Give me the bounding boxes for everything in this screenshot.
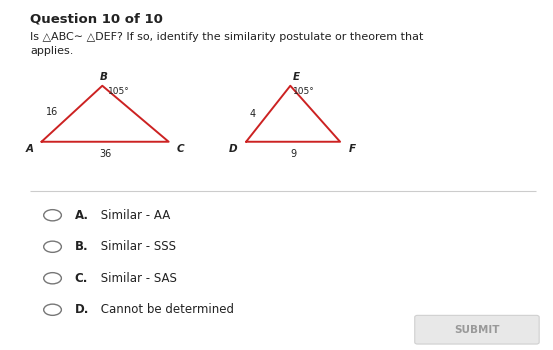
Text: 16: 16 bbox=[46, 107, 58, 117]
Text: D: D bbox=[229, 144, 238, 154]
Text: A.: A. bbox=[75, 209, 88, 222]
Text: applies.: applies. bbox=[30, 46, 74, 56]
Text: 9: 9 bbox=[290, 149, 296, 159]
Text: 36: 36 bbox=[99, 149, 111, 159]
Text: B.: B. bbox=[75, 240, 88, 253]
Text: Similar - AA: Similar - AA bbox=[97, 209, 170, 222]
Text: Is △ABC∼ △DEF? If so, identify the similarity postulate or theorem that: Is △ABC∼ △DEF? If so, identify the simil… bbox=[30, 32, 424, 42]
Text: Similar - SSS: Similar - SSS bbox=[97, 240, 176, 253]
FancyBboxPatch shape bbox=[415, 315, 539, 344]
Text: 105°: 105° bbox=[293, 88, 315, 97]
Text: A: A bbox=[25, 144, 33, 154]
Text: F: F bbox=[348, 144, 356, 154]
Text: Similar - SAS: Similar - SAS bbox=[97, 272, 176, 285]
Text: SUBMIT: SUBMIT bbox=[454, 325, 500, 335]
Text: 4: 4 bbox=[250, 109, 256, 119]
Text: C.: C. bbox=[75, 272, 88, 285]
Text: C: C bbox=[177, 144, 185, 154]
Text: Cannot be determined: Cannot be determined bbox=[97, 303, 234, 316]
Text: B: B bbox=[100, 72, 107, 82]
Text: D.: D. bbox=[75, 303, 89, 316]
Text: Question 10 of 10: Question 10 of 10 bbox=[30, 12, 163, 25]
Text: E: E bbox=[293, 72, 300, 82]
Text: 105°: 105° bbox=[108, 88, 129, 97]
